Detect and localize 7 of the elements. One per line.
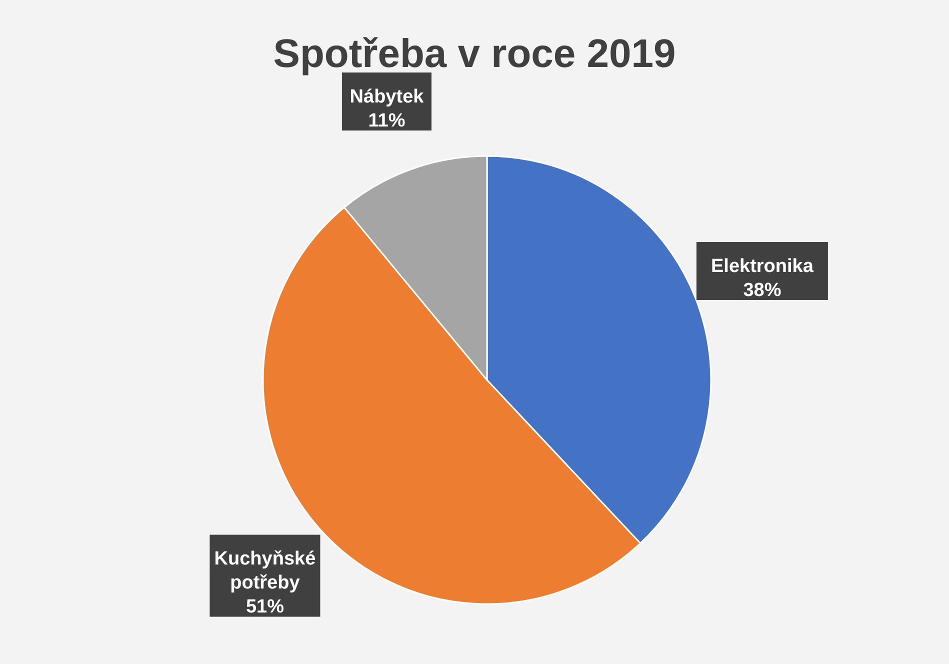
slice-label: Elektronika <box>710 256 814 278</box>
slice-label: Kuchyňské potřeby <box>214 548 316 594</box>
data-label: 11% <box>368 110 406 132</box>
chart-title: Spotřeba v roce 2019 <box>273 32 676 76</box>
slice-label: Nábytek <box>350 86 424 108</box>
data-label: 38% <box>743 280 782 302</box>
data-label: 51% <box>246 596 284 618</box>
